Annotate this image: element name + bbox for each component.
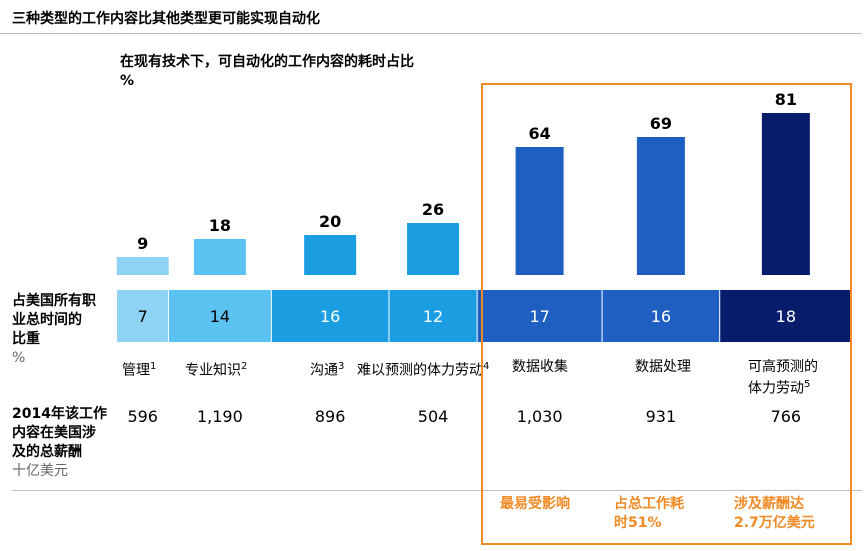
category-name-2: 沟通3 xyxy=(310,361,345,379)
category-label-2: 沟通3 xyxy=(310,358,344,380)
callout-wages: 涉及薪酬达 2.7万亿美元 xyxy=(734,495,815,533)
time-share-segment-0 xyxy=(117,290,169,342)
category-name-6: 可高预测的 xyxy=(748,359,818,375)
callout-time-share-line1: 占总工作耗 xyxy=(614,496,684,512)
category-footnote-0: 1 xyxy=(150,361,157,372)
callout-most-affected: 最易受影响 xyxy=(500,495,570,514)
category-name-5: 数据处理 xyxy=(635,359,691,375)
wage-value-5: 931 xyxy=(645,407,677,426)
time-share-value-0: 7 xyxy=(138,307,148,326)
time-share-segment-3 xyxy=(388,290,478,342)
bar-6 xyxy=(761,113,810,275)
chart-title: 三种类型的工作内容比其他类型更可能实现自动化 xyxy=(12,11,320,27)
category-footnote-1: 2 xyxy=(241,361,248,372)
bar-3 xyxy=(407,223,460,275)
category-label-4: 数据收集 xyxy=(512,358,568,376)
callout-time-share: 占总工作耗 时51% xyxy=(614,495,684,533)
wage-value-1: 1,190 xyxy=(196,407,243,426)
category-name-3: 难以预测的体力劳动4 xyxy=(357,361,490,379)
time-share-segment-2 xyxy=(271,290,389,342)
time-share-value-3: 12 xyxy=(423,307,443,326)
time-share-value-4: 17 xyxy=(529,307,549,326)
title-divider xyxy=(0,33,862,34)
category-footnote-2: 3 xyxy=(338,361,345,372)
wage-label-line2: 内容在美国涉 xyxy=(12,425,96,441)
wage-value-0: 596 xyxy=(127,407,158,426)
callout-wages-line1: 涉及薪酬达 xyxy=(734,496,804,512)
category-footnote-3: 4 xyxy=(483,361,490,372)
bar-value-label-2: 20 xyxy=(319,212,341,231)
bar-value-label-0: 9 xyxy=(137,234,148,253)
wage-value-4: 1,030 xyxy=(516,407,563,426)
wage-label-unit: 十亿美元 xyxy=(12,463,68,479)
bar-0 xyxy=(116,257,169,275)
time-share-label-line3: 比重 xyxy=(12,331,40,347)
time-share-segment-1 xyxy=(168,290,272,342)
bar-value-label-3: 26 xyxy=(422,200,444,219)
bar-1 xyxy=(193,239,246,275)
callout-most-affected-text: 最易受影响 xyxy=(500,496,570,512)
time-share-value-2: 16 xyxy=(320,307,340,326)
time-share-segment-4 xyxy=(477,290,603,342)
category-name-line2-6: 体力劳动5 xyxy=(748,379,811,397)
wage-value-3: 504 xyxy=(417,407,449,426)
subtitle-unit: % xyxy=(120,73,135,89)
bar-4 xyxy=(515,147,564,275)
category-footnote-6: 5 xyxy=(804,379,811,390)
bar-2 xyxy=(304,235,357,275)
wage-value-6: 766 xyxy=(770,407,802,426)
bar-value-label-1: 18 xyxy=(209,216,231,235)
wage-label-line3: 及的总薪酬 xyxy=(12,444,82,460)
wage-value-2: 896 xyxy=(314,407,346,426)
highlight-frame xyxy=(481,83,852,545)
wage-row-label: 2014年该工作 内容在美国涉 及的总薪酬 十亿美元 xyxy=(12,405,107,481)
category-label-5: 数据处理 xyxy=(635,358,691,376)
time-share-segment-6 xyxy=(719,290,852,342)
chart-subtitle: 在现有技术下，可自动化的工作内容的耗时占比 % xyxy=(120,53,414,91)
time-share-value-6: 18 xyxy=(776,307,796,326)
bar-value-label-4: 64 xyxy=(528,124,550,143)
category-name-1: 专业知识2 xyxy=(185,361,248,379)
callout-time-share-line2: 时51% xyxy=(614,515,662,531)
category-label-1: 专业知识2 xyxy=(185,358,247,380)
time-share-row-label: 占美国所有职 业总时间的 比重 % xyxy=(12,292,96,368)
callout-wages-line2: 2.7万亿美元 xyxy=(734,515,815,531)
time-share-label-line1: 占美国所有职 xyxy=(12,293,96,309)
category-label-6: 可高预测的体力劳动5 xyxy=(748,358,818,398)
category-name-4: 数据收集 xyxy=(512,359,568,375)
bar-value-label-6: 81 xyxy=(775,90,797,109)
bottom-divider xyxy=(12,490,862,491)
wage-label-line1: 2014年该工作 xyxy=(12,406,107,422)
bar-5 xyxy=(636,137,685,275)
time-share-label-line2: 业总时间的 xyxy=(12,312,82,328)
category-label-3: 难以预测的体力劳动4 xyxy=(357,358,489,380)
time-share-label-unit: % xyxy=(12,350,26,366)
time-share-segment-5 xyxy=(602,290,720,342)
category-name-0: 管理1 xyxy=(122,361,157,379)
time-share-value-5: 16 xyxy=(651,307,671,326)
time-share-value-1: 14 xyxy=(210,307,230,326)
bar-value-label-5: 69 xyxy=(650,114,672,133)
subtitle-text: 在现有技术下，可自动化的工作内容的耗时占比 xyxy=(120,54,414,70)
category-label-0: 管理1 xyxy=(122,358,156,380)
